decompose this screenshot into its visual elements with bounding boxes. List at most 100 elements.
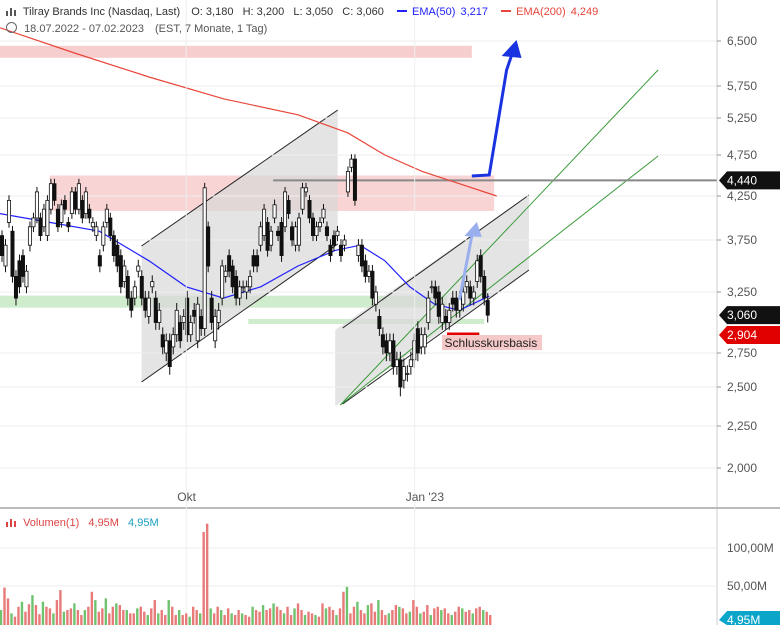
y-tick-label: 6,500 [727, 34, 757, 48]
volume-bar [254, 610, 258, 625]
volume-bar [471, 613, 474, 625]
candle [101, 226, 106, 246]
candle [398, 359, 403, 388]
chart-icon [6, 7, 16, 16]
volume-bar [363, 613, 366, 625]
volume-bar [422, 611, 426, 625]
volume-bar [286, 606, 289, 625]
volume-bar [216, 606, 219, 625]
volume-tag-label: 4,95M [727, 613, 760, 625]
price-tag [719, 306, 780, 325]
candle [356, 244, 361, 256]
candle [447, 309, 452, 323]
candle [132, 286, 137, 299]
volume-bar [76, 610, 80, 625]
volume-bar [321, 603, 324, 625]
candle [443, 315, 448, 323]
price-tag-label: 2,904 [727, 328, 757, 342]
price-tag-label: 3,060 [727, 308, 757, 322]
volume-bar [352, 606, 356, 625]
volume-value-2: 4,95M [128, 517, 159, 529]
candle [209, 297, 214, 323]
volume-bar [485, 611, 488, 625]
candle [143, 297, 148, 311]
legend-row-2: 18.07.2022 - 07.02.2023 (EST, 7 Monate, … [6, 22, 269, 35]
candle [415, 328, 420, 354]
candle [73, 191, 78, 210]
candle [90, 221, 95, 228]
candle [331, 235, 336, 246]
volume-bar [118, 605, 122, 625]
candle [97, 255, 102, 267]
candle [188, 322, 193, 336]
candle [220, 265, 225, 299]
candle [373, 291, 378, 305]
candle [352, 158, 357, 201]
volume-bar [157, 613, 160, 625]
volume-bar [125, 610, 128, 625]
volume-bar [178, 610, 181, 625]
candle [419, 334, 424, 348]
volume-bar [104, 598, 108, 625]
candle [3, 244, 8, 267]
ema50-label: EMA(50) [412, 6, 456, 18]
volume-bar [370, 603, 373, 625]
y-tick-label: 4,250 [727, 189, 757, 203]
candle [436, 291, 441, 317]
instrument-name: Tilray Brands Inc (Nasdaq, Last) [22, 6, 181, 18]
candle [468, 286, 473, 299]
candle [139, 275, 144, 299]
volume-bar [108, 613, 111, 625]
volume-bar [247, 616, 251, 625]
x-tick-label: Jan '23 [406, 490, 445, 504]
volume-bar [279, 610, 282, 625]
y-tick-label: 4,750 [727, 148, 757, 162]
volume-bar [342, 591, 345, 625]
volume-bar [457, 606, 460, 625]
volume-bar [55, 600, 59, 625]
candle [185, 297, 190, 336]
candle [300, 187, 305, 210]
volume-bar [387, 613, 391, 625]
volume-bar [115, 603, 118, 625]
volume-bar [394, 605, 398, 625]
ema50-swatch [396, 10, 407, 12]
volume-bar [59, 590, 62, 625]
volume-bar [436, 606, 440, 625]
volume-bar [415, 606, 419, 625]
volume-bar [132, 613, 135, 625]
volume-bar [433, 608, 436, 625]
volume-bar [188, 616, 191, 625]
volume-bar [87, 606, 90, 625]
volume-bar [97, 611, 101, 625]
candle [359, 244, 364, 267]
volume-value-1: 4,95M [88, 517, 119, 529]
volume-bar [275, 606, 279, 625]
candle [237, 286, 242, 299]
y-tick-label: 3,250 [727, 285, 757, 299]
candle [34, 191, 39, 219]
volume-bar [146, 615, 149, 625]
volume-bar [24, 611, 27, 625]
volume-bar [181, 615, 184, 625]
volume-bar [3, 587, 6, 625]
candle [10, 230, 15, 277]
candle [244, 286, 249, 293]
volume-tick-label: 50,00M [727, 579, 767, 593]
candle [482, 275, 487, 299]
candle [164, 340, 169, 354]
volume-bar [489, 615, 492, 625]
candle [45, 199, 50, 236]
channel-1-upper [141, 109, 339, 247]
volume-bar [167, 600, 170, 625]
candle [160, 334, 165, 348]
period-range: 18.07.2022 - 07.02.2023 [24, 23, 144, 35]
volume-bar [38, 614, 41, 625]
candle [80, 199, 85, 219]
candle [384, 340, 389, 354]
volume-bar [338, 608, 342, 625]
candle [471, 291, 476, 299]
light-arrow-head [464, 222, 482, 237]
candle [66, 221, 71, 228]
